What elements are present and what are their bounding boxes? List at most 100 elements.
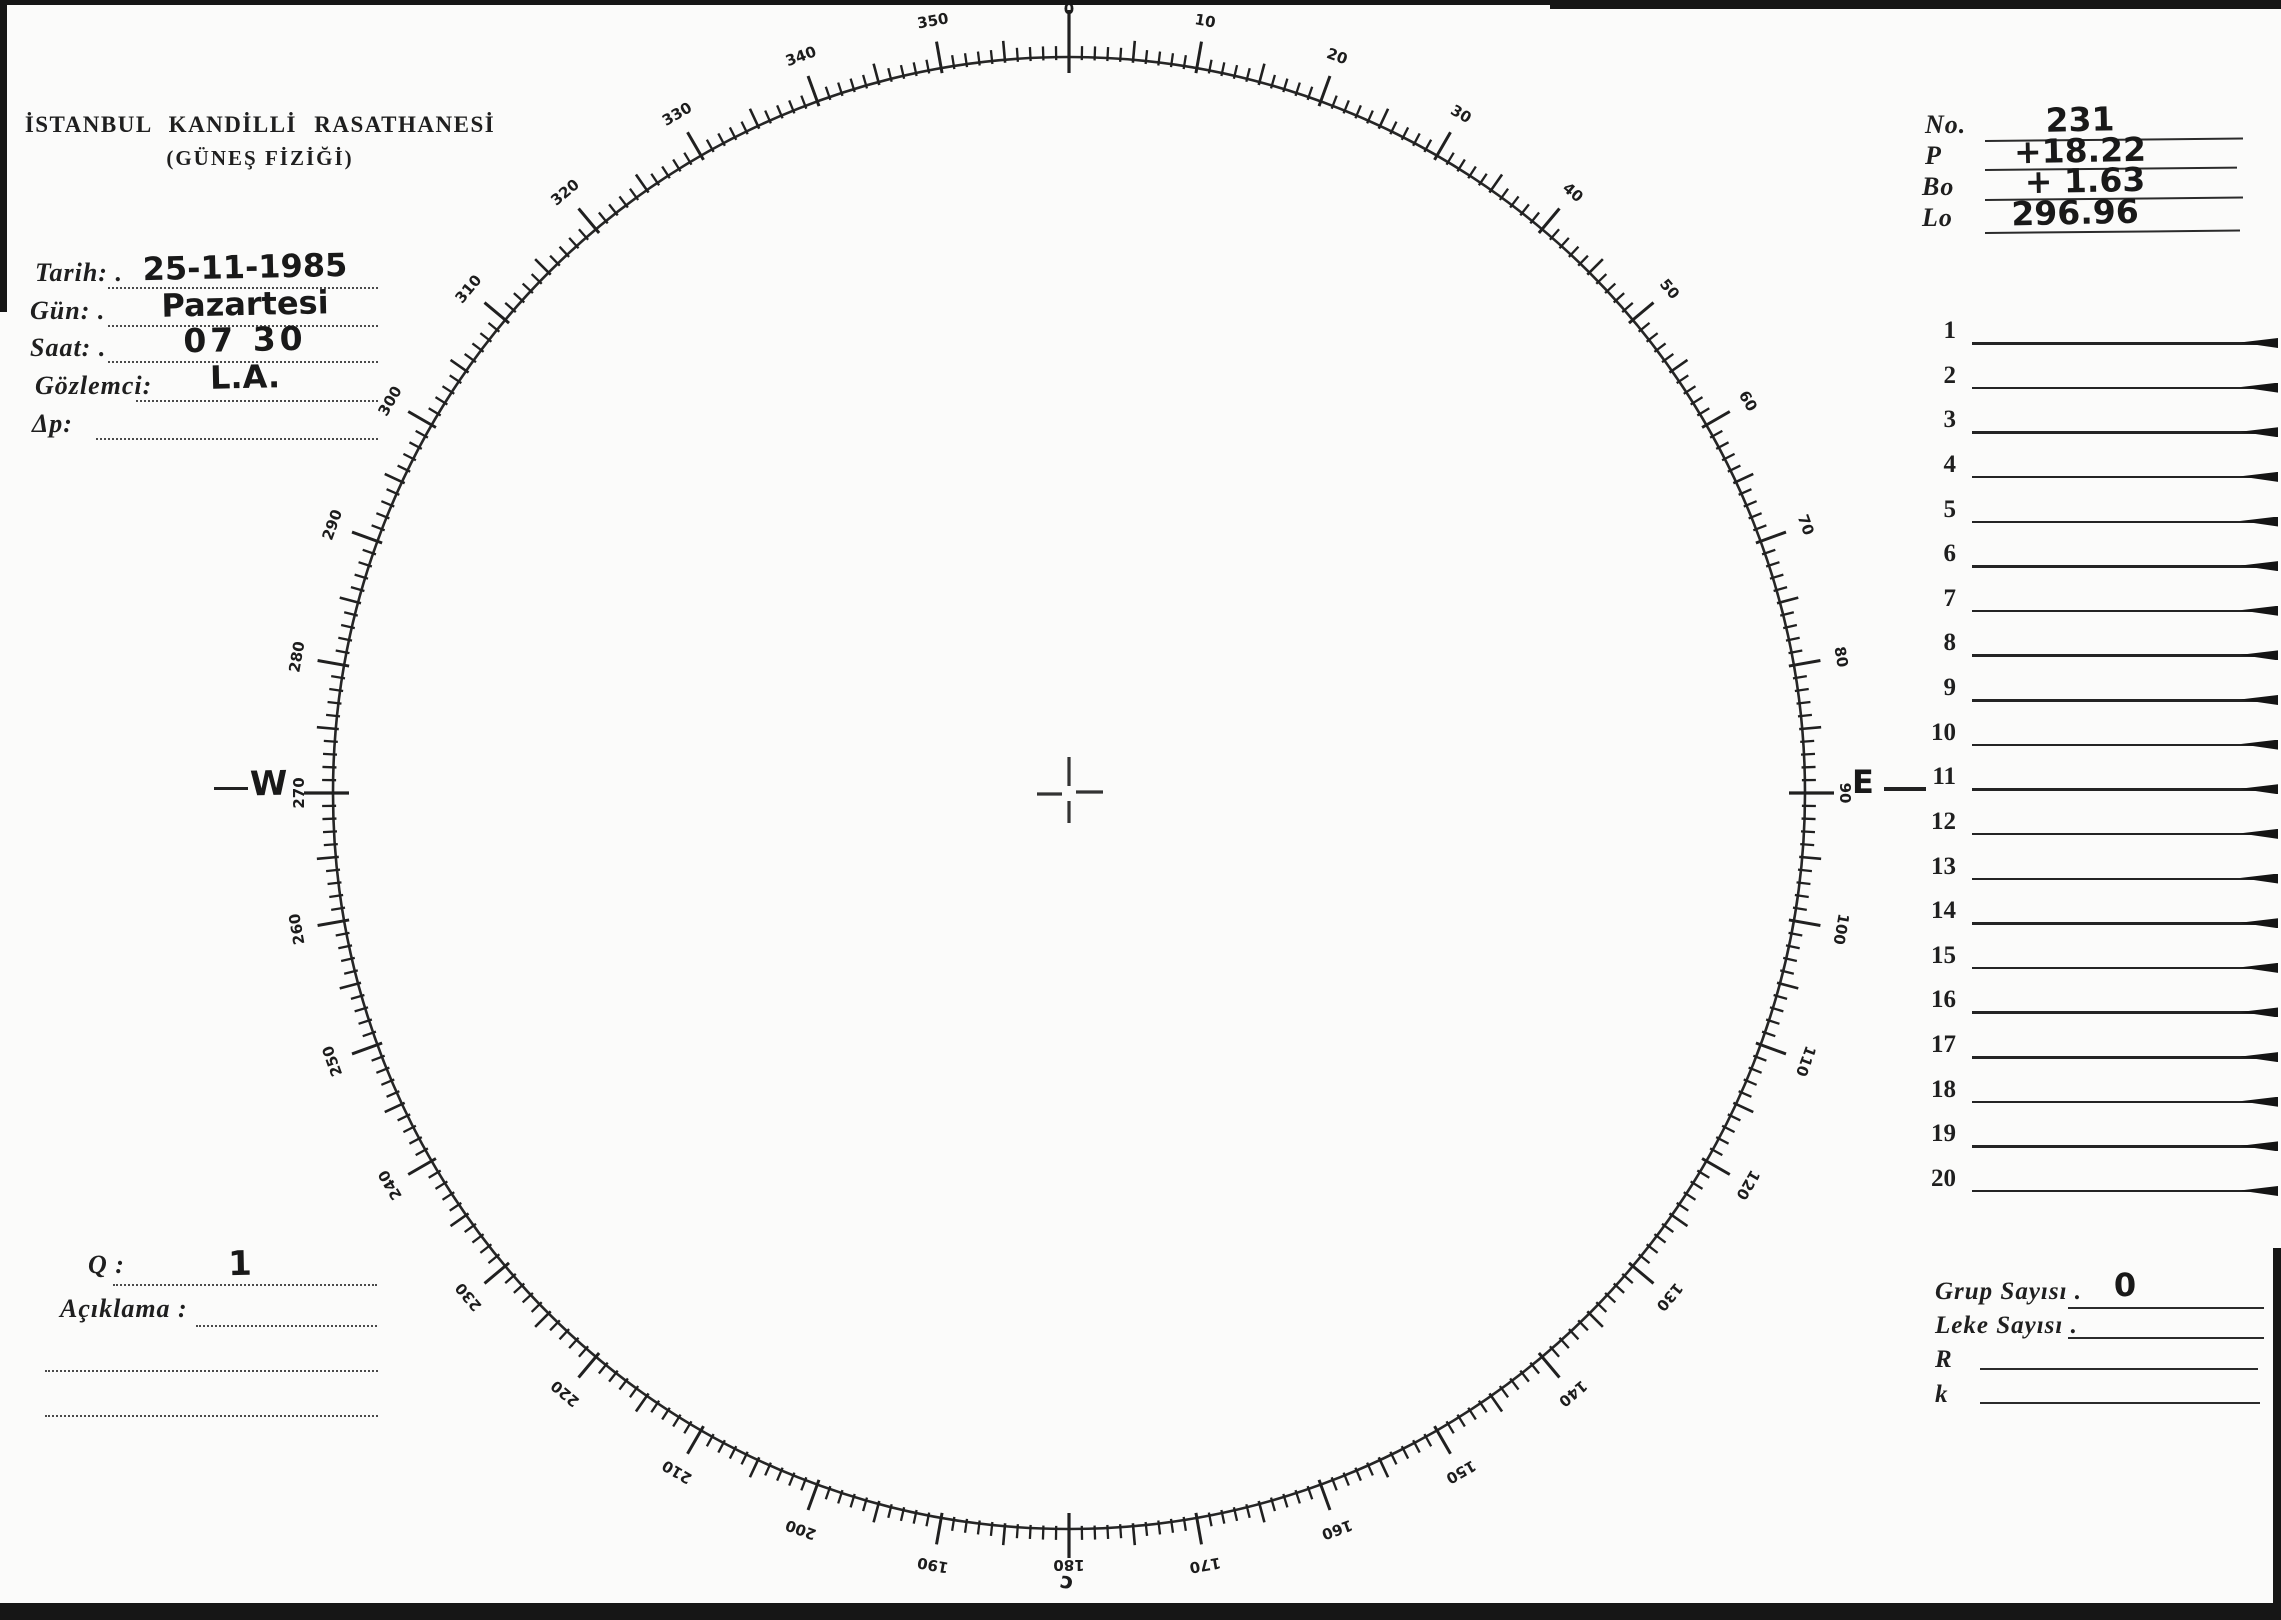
degree-label: 170 [1188,1554,1222,1577]
ephemeris-label-bo: Bo [1922,172,1955,201]
degree-tick [1389,121,1398,135]
degree-tick [1342,99,1350,114]
degree-tick [800,95,808,110]
degree-tick [1738,488,1752,496]
degree-tick [872,1500,881,1523]
degree-tick [1269,1497,1277,1512]
degree-tick [861,1497,869,1512]
degree-label: 340 [783,42,819,70]
degree-tick [577,1352,601,1379]
degree-tick [1769,1006,1784,1013]
observation-line [1972,654,2260,657]
degree-label: 280 [285,640,308,674]
degree-tick [1519,1369,1530,1383]
degree-tick [397,464,411,473]
degree-tick [327,881,342,886]
observation-number: 18 [1931,1075,1956,1103]
degree-tick [1306,86,1314,101]
degree-tick [899,64,906,80]
degree-tick [1782,956,1798,963]
observation-number: 16 [1931,986,1956,1014]
east-dash [1884,787,1926,791]
degree-tick [1690,396,1704,406]
degree-label: 250 [318,1043,346,1079]
degree-tick [1529,1361,1540,1375]
degree-tick [1144,1521,1149,1537]
degree-tick [1676,374,1689,385]
degree-tick [1743,500,1758,508]
observation-number: 8 [1943,629,1957,657]
degree-tick [1683,385,1697,395]
degree-tick [748,108,761,130]
degree-tick [1498,187,1510,201]
degree-tick [407,410,437,429]
degree-tick [661,1407,671,1421]
degree-label: 330 [659,98,695,129]
degree-tick [1306,1485,1314,1500]
degree-tick [1715,1136,1730,1145]
west-dash [214,787,248,790]
degree-tick [1761,548,1776,556]
degree-tick [479,332,493,343]
observation-number: 6 [1943,540,1957,568]
degree-tick [925,59,931,74]
degree-tick [1558,237,1570,250]
degree-tick [899,1506,906,1522]
degree-tick [1568,245,1580,258]
degree-tick [1715,441,1730,450]
degree-tick [912,62,918,77]
observation-line [1972,743,2260,747]
degree-tick [598,1361,609,1375]
observation-line [1972,342,2260,345]
degree-tick [598,211,609,225]
observation-number: 15 [1931,941,1956,969]
degree-tick [1748,512,1763,520]
degree-tick [1612,1282,1625,1294]
degree-tick [1621,1273,1634,1284]
degree-label: 20 [1324,44,1350,68]
degree-tick [1799,725,1822,731]
degree-tick [1330,1476,1338,1491]
degree-tick [764,110,772,124]
degree-tick [686,131,705,161]
degree-tick [534,1310,552,1328]
degree-tick [951,55,956,70]
observation-number: 11 [1932,763,1956,791]
degree-tick [1477,173,1488,186]
observation-number: 3 [1943,406,1957,434]
summary-label-k: k [1935,1381,1949,1408]
degree-tick [1732,1101,1754,1114]
scan-edge-bottom [0,1603,2281,1620]
observation-line [1972,431,2260,434]
observation-number: 13 [1931,852,1956,880]
degree-tick [1577,1319,1589,1332]
degree-tick [1765,1018,1780,1025]
degree-tick [1028,46,1032,62]
degree-tick [415,429,429,439]
degree-tick [1015,1524,1020,1539]
degree-tick [521,1292,534,1304]
degree-tick [1232,1506,1239,1522]
degree-tick [402,452,417,462]
degree-tick [1207,59,1213,74]
field-line-gozlemci [136,400,378,402]
degree-tick [1782,623,1798,630]
degree-tick [788,1472,796,1487]
degree-tick [504,1273,517,1284]
observation-line [1972,520,2260,524]
degree-tick [1709,429,1723,439]
degree-tick [1800,752,1816,756]
degree-label: 70 [1794,512,1818,538]
q-line [113,1284,377,1286]
observation-line [1972,1145,2260,1148]
observation-line [1972,1011,2260,1014]
degree-tick [1645,1243,1659,1254]
degree-tick [887,1503,893,1519]
degree-tick [976,51,981,66]
degree-tick [1577,254,1589,267]
observation-line [1972,1100,2260,1104]
observation-number: 7 [1943,584,1957,612]
degree-tick [504,302,517,313]
degree-tick [935,41,944,74]
degree-tick [340,623,356,630]
